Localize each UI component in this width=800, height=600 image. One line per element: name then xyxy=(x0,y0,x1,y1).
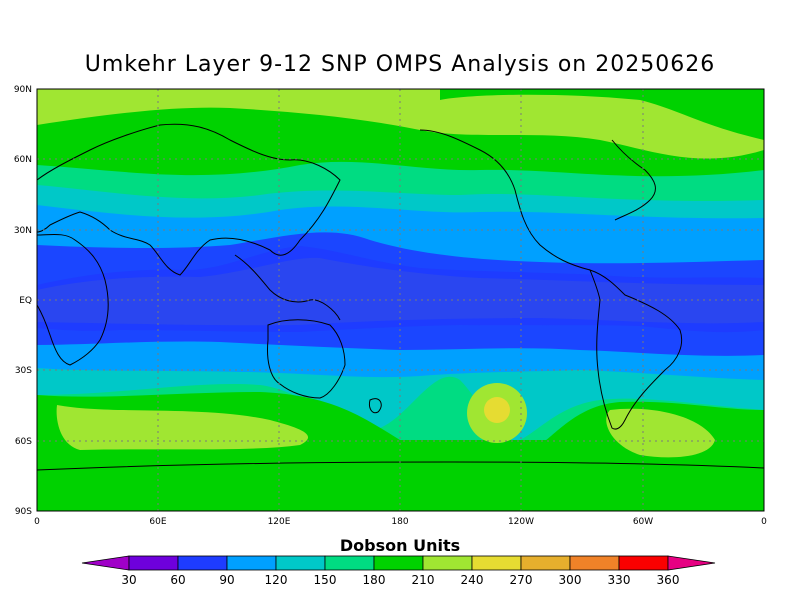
colorbar-swatch xyxy=(618,555,669,571)
band-60-core xyxy=(37,257,764,326)
colorbar-swatch xyxy=(373,555,424,571)
lat-tick: 30N xyxy=(14,226,32,236)
map-frame xyxy=(36,88,765,512)
colorbar-swatch xyxy=(471,555,522,571)
colorbar-swatch xyxy=(569,555,620,571)
lat-tick: 90S xyxy=(15,507,32,517)
colorbar-level-label: 240 xyxy=(461,573,484,587)
lon-tick: 0 xyxy=(761,517,767,527)
colorbar-swatch xyxy=(226,555,277,571)
lat-axis: 90N 60N 30N EQ 30S 60S 90S xyxy=(14,85,32,517)
band-240-north xyxy=(37,89,764,159)
colorbar-level-label: 30 xyxy=(121,573,136,587)
colorbar-swatch xyxy=(520,555,571,571)
lon-tick: 60W xyxy=(633,517,653,527)
band-210-north-patch xyxy=(440,89,764,140)
lat-tick: 60N xyxy=(14,155,32,165)
colorbar-swatch xyxy=(128,555,179,571)
colorbar-swatch xyxy=(422,555,473,571)
lon-tick: 120E xyxy=(268,517,291,527)
lon-tick: 0 xyxy=(34,517,40,527)
colorbar-swatch xyxy=(177,555,228,571)
local-max-270 xyxy=(484,397,510,423)
colorbar-level-label: 60 xyxy=(170,573,185,587)
colorbar-level-label: 120 xyxy=(265,573,288,587)
band-240-south-west xyxy=(56,405,309,450)
lat-tick: 90N xyxy=(14,85,32,95)
lon-tick: 120W xyxy=(508,517,534,527)
map-title: Umkehr Layer 9-12 SNP OMPS Analysis on 2… xyxy=(84,52,716,77)
lon-tick: 60E xyxy=(149,517,166,527)
lon-tick: 180 xyxy=(391,517,408,527)
colorbar-swatch xyxy=(275,555,326,571)
band-240-south-east xyxy=(606,408,715,458)
colorbar-over-triangle xyxy=(667,555,716,571)
colorbar-level-label: 300 xyxy=(559,573,582,587)
colorbar-under-triangle xyxy=(81,555,130,571)
colorbar-level-label: 360 xyxy=(657,573,680,587)
colorbar-level-label: 330 xyxy=(608,573,631,587)
colorbar-level-label: 180 xyxy=(363,573,386,587)
colorbar-swatch xyxy=(324,555,375,571)
colorbar-title: Dobson Units xyxy=(339,536,461,555)
colorbar-level-label: 270 xyxy=(510,573,533,587)
lon-axis: 0 60E 120E 180 120W 60W 0 xyxy=(34,517,767,527)
colorbar-level-label: 210 xyxy=(412,573,435,587)
lat-tick: 30S xyxy=(15,366,32,376)
colorbar: 30 60 90 120 150 180 210 240 270 300 330 360 xyxy=(81,555,716,587)
colorbar-level-label: 150 xyxy=(314,573,337,587)
grid-lines xyxy=(37,89,764,511)
lat-tick: EQ xyxy=(19,296,32,306)
lat-tick: 60S xyxy=(15,437,32,447)
colorbar-level-label: 90 xyxy=(219,573,234,587)
coastlines xyxy=(37,123,764,471)
